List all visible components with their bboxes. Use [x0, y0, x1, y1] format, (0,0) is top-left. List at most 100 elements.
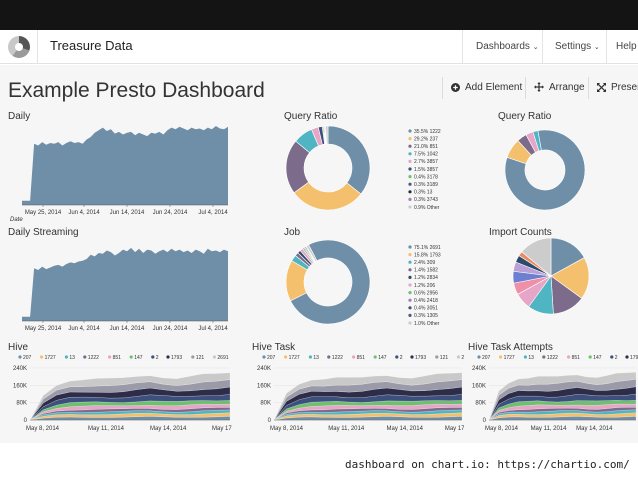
pie-slice [505, 129, 586, 211]
arrange-label: Arrange [549, 82, 585, 93]
legend-entry: 121 [440, 355, 449, 361]
chartio-link[interactable]: https://chartio.com/ [497, 458, 630, 471]
x-tick-label: May 8, 2014 [26, 426, 60, 432]
legend-entry: 207 [267, 355, 276, 361]
present-button[interactable]: Present [588, 77, 638, 99]
legend-entry: 0.4% 2418 [414, 298, 438, 304]
y-tick-label: 80K [16, 401, 27, 407]
widget-title-daily[interactable]: Daily [8, 111, 31, 122]
legend-swatch [408, 167, 412, 171]
expand-icon [597, 83, 606, 92]
legend-entry: 2 [615, 355, 618, 361]
legend-swatch [408, 306, 412, 310]
y-tick-label: 240K [472, 366, 486, 372]
legend-swatch [191, 355, 195, 359]
x-tick-label: Jun 24, 2014 [153, 326, 188, 332]
legend-entry: 0.9% Other [414, 205, 440, 211]
legend-swatch [352, 355, 356, 359]
legend-swatch [408, 175, 412, 179]
legend-entry: 121 [196, 355, 205, 361]
nav-divider [37, 30, 38, 64]
legend-swatch [408, 298, 412, 302]
nav-dashboards[interactable]: Dashboards ⌄ [476, 41, 539, 52]
x-tick-label: May 25, 2014 [25, 210, 62, 216]
legend-swatch [410, 355, 414, 359]
legend-swatch [408, 190, 412, 194]
pie-slice [521, 237, 552, 277]
x-tick-label: May 17, 2014 [212, 426, 232, 432]
daily-area-chart: May 25, 2014 Jun 4, 2014 Jun 14, 2014 Jun 2… [10, 126, 228, 223]
legend-entry: 29.2% 237 [414, 136, 438, 142]
stacked-area-series [488, 372, 637, 421]
caption-text: dashboard on chart.io: [345, 458, 498, 471]
legend-entry: 1.5% 3857 [414, 167, 438, 173]
legend-entry: 1222 [88, 355, 99, 361]
legend-entry: 147 [134, 355, 143, 361]
stacked-area-series [29, 372, 231, 421]
pie-slice [532, 130, 542, 152]
add-element-button[interactable]: Add Element [442, 77, 522, 99]
pie-slice [305, 244, 318, 262]
legend-swatch [83, 355, 87, 359]
legend-swatch [408, 144, 412, 148]
x-tick-label: May 8, 2014 [270, 426, 304, 432]
legend-entry: 35.5% 1222 [414, 129, 441, 135]
nav-settings[interactable]: Settings ⌄ [555, 41, 600, 52]
arrange-button[interactable]: Arrange [525, 77, 585, 99]
legend-swatch [129, 355, 133, 359]
x-tick-label: Jul 4, 2014 [198, 326, 228, 332]
present-label: Present [611, 82, 638, 93]
legend-entry: 1.2% 2834 [414, 275, 438, 281]
x-tick-label: May 8, 2014 [485, 426, 519, 432]
legend-swatch [327, 355, 331, 359]
legend-entry: 13 [528, 355, 534, 361]
widget-title-hive-task[interactable]: Hive Task [252, 342, 296, 353]
x-tick-label: Jun 14, 2014 [110, 210, 145, 216]
brand-name[interactable]: Treasure Data [50, 38, 133, 53]
legend-entry: 0.3% 3743 [414, 197, 438, 203]
widget-title-hive-task-attempts[interactable]: Hive Task Attempts [468, 342, 553, 353]
widget-title-query-ratio-2[interactable]: Query Ratio [498, 111, 552, 122]
widget-title-daily-streaming[interactable]: Daily Streaming [8, 227, 79, 238]
legend-entry: 851 [357, 355, 366, 361]
legend-swatch [499, 355, 503, 359]
x-tick-label: May 17, 2014 [445, 426, 464, 432]
legend-swatch [408, 129, 412, 133]
legend-swatch [588, 355, 592, 359]
move-arrows-icon [534, 82, 544, 92]
legend-entry: 207 [482, 355, 491, 361]
legend-entry: 1727 [504, 355, 515, 361]
x-tick-label: May 11, 2014 [328, 426, 365, 432]
legend-swatch [262, 355, 266, 359]
legend-swatch [108, 355, 112, 359]
widget-title-hive[interactable]: Hive [8, 342, 29, 353]
pie-slice [290, 239, 371, 325]
legend-swatch [151, 355, 155, 359]
legend-entry: 15.8% 1793 [414, 252, 441, 258]
chevron-down-icon: ⌄ [532, 44, 539, 51]
widget-title-import-counts[interactable]: Import Counts [489, 227, 552, 238]
import-counts-pie-chart [512, 237, 590, 315]
legend-entry: 13 [313, 355, 319, 361]
legend-swatch [166, 355, 170, 359]
treasure-data-logo-icon[interactable] [8, 36, 30, 58]
widget-title-job[interactable]: Job [284, 227, 301, 238]
pie-slice [325, 125, 329, 145]
x-tick-label: Jun 14, 2014 [110, 326, 145, 332]
legend-entry: 0.4% 3051 [414, 306, 438, 312]
legend-entry: 0.3% 3189 [414, 182, 438, 188]
legend-swatch [408, 182, 412, 186]
stacked-area-series [273, 372, 463, 421]
legend-swatch [18, 355, 22, 359]
nav-help[interactable]: Help [616, 41, 637, 52]
legend-swatch [523, 355, 527, 359]
top-black-bar [0, 0, 638, 30]
legend-swatch [408, 283, 412, 287]
navbar: Treasure Data Dashboards ⌄ Settings ⌄ He… [0, 30, 638, 64]
widget-title-query-ratio[interactable]: Query Ratio [284, 111, 338, 122]
legend-entry: 2.4% 309 [414, 260, 435, 266]
legend-entry: 13 [69, 355, 75, 361]
nav-divider [606, 30, 607, 64]
legend-swatch [542, 355, 546, 359]
